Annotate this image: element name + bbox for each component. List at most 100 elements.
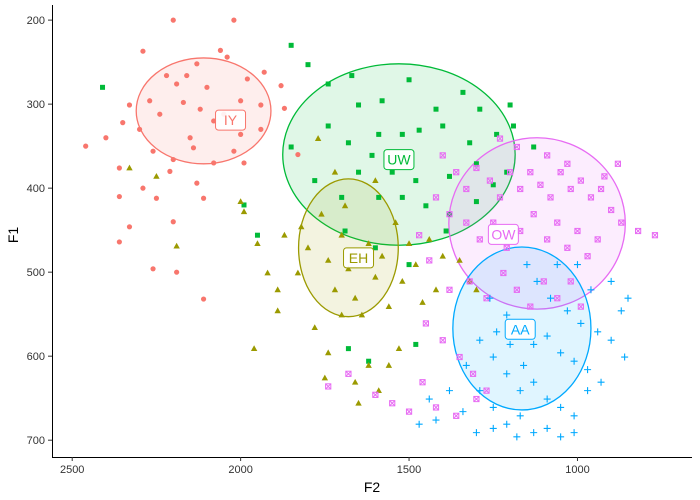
data-point-iy [126,224,133,230]
data-point-aa [503,311,511,319]
data-point-aa [570,412,578,420]
data-point-uw [372,245,378,251]
series-iy [83,17,301,302]
label-text-ow: OW [491,226,516,242]
data-point-ow [473,164,480,172]
data-point-aa [594,328,602,336]
data-point-iy [170,17,176,23]
label-iy: IY [215,109,247,131]
data-point-iy [194,61,200,67]
data-point-iy [116,165,122,171]
label-text-uw: UW [387,152,411,168]
data-point-ow [503,244,510,251]
y-tick-label: 700 [27,435,45,447]
data-point-ow [567,278,574,285]
data-point-ow [557,169,564,176]
data-point-ow [469,370,477,377]
data-point-ow [507,169,514,176]
data-point-ow [554,219,561,226]
data-point-ow [439,152,446,159]
data-point-uw [389,169,395,175]
data-point-uw [413,341,419,347]
data-point-aa [557,403,565,411]
data-point-aa [489,424,497,432]
data-point-uw [339,194,345,200]
data-point-ow [372,391,379,398]
data-point-aa [506,340,514,348]
data-point-aa [489,403,497,411]
data-point-uw [399,194,405,200]
data-point-aa [584,387,592,395]
data-point-aa [570,429,578,437]
data-point-ow [635,227,642,235]
data-point-uw [356,102,362,108]
data-point-ow [584,253,591,260]
data-point-uw [241,202,247,208]
data-point-uw [288,144,294,150]
data-point-eh [321,374,329,381]
data-point-uw [288,42,294,48]
data-point-iy [197,106,203,112]
data-point-uw [416,127,422,133]
data-point-ow [513,286,520,293]
data-point-eh [237,198,244,204]
data-point-uw [376,131,382,137]
data-point-uw [510,123,516,129]
data-point-ow [597,185,605,193]
series-aa [415,261,632,441]
data-point-eh [254,240,261,247]
label-eh: EH [343,247,375,269]
y-tick-label: 200 [27,15,45,27]
point-layer [83,17,659,441]
data-point-iy [200,296,207,302]
label-text-aa: AA [511,321,530,337]
data-point-iy [157,111,163,117]
data-point-eh [318,210,325,217]
x-tick-label: 1000 [565,464,589,476]
data-point-ow [463,219,470,226]
data-point-iy [150,148,156,154]
data-point-iy [261,69,267,75]
data-point-aa [621,353,629,361]
data-point-aa [503,370,511,378]
data-point-ow [453,412,460,419]
data-point-aa [533,277,541,285]
data-point-uw [369,152,375,158]
data-point-eh [304,244,312,251]
data-point-aa [459,408,467,416]
y-tick-label: 600 [27,351,45,363]
data-point-ow [564,244,571,251]
data-point-uw [399,131,405,137]
data-point-iy [211,160,217,166]
data-point-eh [311,324,318,331]
data-point-ow [419,379,426,386]
data-point-eh [341,202,349,209]
data-point-eh [378,252,386,259]
data-point-eh [385,362,393,368]
data-point-uw [460,89,466,95]
data-point-eh [412,261,419,268]
data-point-uw [440,123,446,129]
data-point-eh [173,242,180,249]
data-point-eh [385,303,393,310]
data-point-eh [372,177,379,183]
data-point-ow [574,227,581,235]
data-point-eh [365,362,372,368]
data-point-ow [439,337,446,344]
data-point-eh [395,345,403,352]
data-point-ow [554,295,561,302]
data-point-uw [325,81,331,87]
data-point-iy [150,266,156,272]
axis-layer: 2500 2000 1500 1000 200 300 400 500 600 700 [27,5,692,476]
data-point-iy [116,239,122,245]
data-point-iy [211,118,217,124]
data-point-aa [472,429,480,437]
data-point-iy [190,145,197,151]
data-point-ow [527,303,534,310]
data-point-iy [174,81,180,87]
data-point-uw [100,84,106,90]
data-point-eh [153,172,160,179]
data-point-ow [577,177,584,184]
data-point-ow [540,278,547,285]
